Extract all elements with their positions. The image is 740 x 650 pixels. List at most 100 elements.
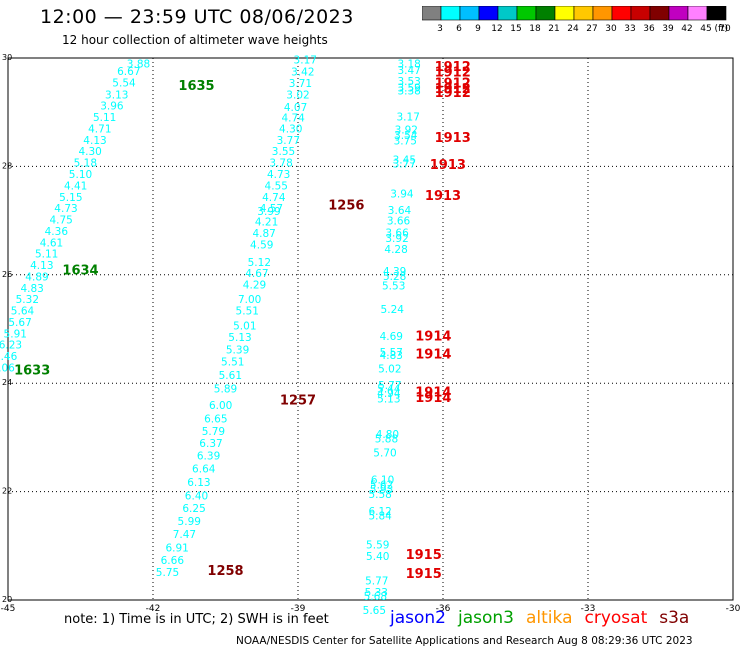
pass-time-label: 1913	[435, 131, 471, 146]
wave-height-value: 6.64	[192, 463, 216, 475]
wave-height-value: 5.51	[221, 357, 244, 369]
wave-height-value: 4.13	[30, 260, 53, 272]
wave-height-value: 4.41	[64, 180, 87, 192]
color-swatch	[706, 6, 727, 21]
wave-height-value: 3.17	[294, 55, 317, 67]
wave-height-value: 4.28	[384, 244, 407, 256]
credit-line: NOAA/NESDIS Center for Satellite Applica…	[236, 635, 693, 647]
color-scale-label: 45	[700, 24, 711, 34]
color-scale-label: 9	[475, 24, 481, 34]
satellite-legend-item: jason3	[458, 608, 514, 628]
wave-height-value: 3.71	[289, 78, 312, 90]
wave-height-value: 6.06	[0, 362, 15, 374]
wave-height-value: 3.59	[397, 82, 420, 94]
y-tick-label: 22	[2, 487, 12, 496]
y-tick-label: 24	[2, 378, 12, 387]
wave-height-value: 5.39	[226, 345, 249, 357]
wave-height-value: 4.75	[49, 215, 72, 227]
wave-height-value: 4.55	[265, 180, 288, 192]
satellite-legend-item: jason2	[390, 608, 446, 628]
wave-height-value: 5.32	[16, 294, 39, 306]
wave-height-value: 5.67	[8, 317, 31, 329]
wave-height-value: 3.17	[397, 112, 420, 124]
wave-height-value: 6.13	[187, 477, 210, 489]
wave-height-value: 6.91	[165, 542, 188, 554]
wave-height-value: 5.10	[69, 169, 92, 181]
x-tick-label: -45	[1, 604, 16, 614]
wave-height-value: 3.66	[387, 216, 411, 228]
color-scale-label: 18	[529, 24, 541, 34]
wave-height-value: 5.11	[93, 112, 116, 124]
wave-height-value: 4.80	[376, 429, 399, 441]
wave-height-value: 4.67	[245, 268, 268, 280]
wave-height-value: 5.93	[370, 484, 393, 496]
wave-height-value: 3.94	[390, 189, 414, 201]
wave-height-value: 3.78	[269, 158, 292, 170]
x-tick-label: -39	[291, 604, 306, 614]
pass-time-label: 1634	[62, 263, 98, 278]
color-scale-label: 70	[719, 24, 731, 34]
wave-height-value: 4.74	[281, 113, 305, 125]
wave-height-value: 5.70	[373, 448, 396, 460]
wave-height-value: 6.46	[0, 351, 18, 363]
wave-height-value: 5.77	[378, 380, 401, 392]
wave-height-value: 5.51	[236, 306, 259, 318]
pass-time-label: 1915	[406, 548, 442, 563]
wave-height-value: 4.94	[377, 388, 401, 400]
wave-height-value: 4.29	[243, 280, 266, 292]
wave-height-value: 3.02	[286, 89, 309, 101]
wave-height-value: 5.75	[156, 567, 179, 579]
color-scale-unit: (ft)	[714, 24, 728, 34]
wave-height-value: 5.57	[380, 347, 403, 359]
wave-height-value: 5.33	[365, 587, 388, 599]
wave-height-value: 3.64	[388, 205, 412, 217]
color-scale-label: 30	[605, 24, 617, 34]
pass-time-label: 1915	[406, 567, 442, 582]
wave-height-value: 5.91	[4, 328, 27, 340]
wave-height-value: 3.38	[397, 86, 420, 98]
wave-height-value: 5.99	[178, 516, 201, 528]
pass-time-label: 1912	[435, 60, 471, 75]
wave-height-value: 3.99	[257, 206, 280, 218]
y-tick-label: 26	[2, 270, 12, 279]
wave-height-value: 6.37	[199, 438, 222, 450]
x-tick-label: -33	[581, 604, 596, 614]
pass-time-label: 1913	[425, 189, 461, 204]
wave-height-value: 5.11	[35, 249, 58, 261]
x-tick-label: -30	[726, 604, 740, 614]
wave-height-value: 4.87	[252, 228, 275, 240]
pass-time-label: 1912	[435, 82, 471, 97]
color-scale-label: 36	[643, 24, 655, 34]
wave-height-value: 3.42	[291, 67, 314, 79]
wave-height-value: 5.54	[112, 77, 136, 89]
wave-height-value: 6.25	[182, 503, 205, 515]
wave-height-value: 6.12	[368, 506, 391, 518]
wave-height-value: 5.77	[365, 575, 388, 587]
wave-height-value: 3.96	[100, 101, 124, 113]
wave-height-value: 5.65	[363, 605, 386, 617]
wave-height-value: 3.92	[395, 125, 418, 137]
wave-height-value: 4.13	[83, 135, 106, 147]
satellite-legend: jason2 jason3 altika cryosat s3a	[390, 608, 701, 628]
pass-time-label: 1912	[435, 76, 471, 91]
pass-time-label: 1913	[430, 158, 466, 173]
wave-height-value: 4.61	[40, 237, 63, 249]
wave-height-value: 6.65	[204, 413, 227, 425]
wave-height-value: 4.21	[255, 217, 278, 229]
wave-height-value: 4.83	[20, 283, 43, 295]
x-tick-label: -36	[436, 604, 451, 614]
wave-height-value: 5.44	[377, 384, 401, 396]
wave-height-value: 4.39	[383, 266, 406, 278]
y-tick-label: 20	[2, 595, 12, 604]
wave-height-value: 3.45	[393, 154, 416, 166]
wave-height-value: 5.40	[366, 551, 389, 563]
wave-height-value: 4.73	[54, 203, 77, 215]
wave-height-value: 5.89	[214, 384, 237, 396]
wave-height-value: 7.47	[173, 529, 196, 541]
wave-height-value: 3.47	[397, 65, 420, 77]
wave-height-value: 5.13	[377, 393, 400, 405]
wave-height-value: 4.71	[88, 123, 111, 135]
color-scale-label: 3	[437, 24, 443, 34]
color-scale-label: 21	[548, 24, 559, 34]
